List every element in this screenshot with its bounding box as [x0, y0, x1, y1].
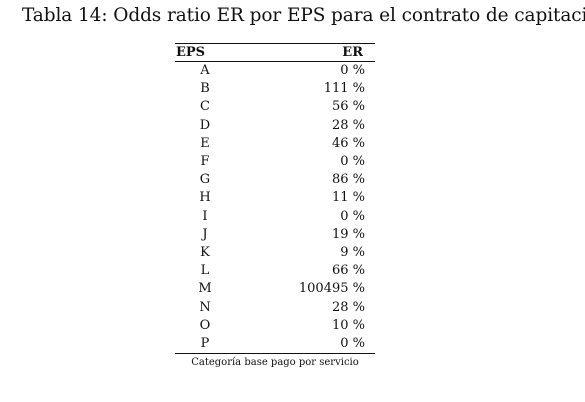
er-cell: 56 %	[331, 99, 365, 115]
eps-cell: L	[200, 263, 210, 279]
eps-cell: M	[198, 281, 212, 297]
table-body: A 0 % B 111 % C 56 % D 28 % E 46 % F 0 % G 86 % H 11 % I…	[175, 62, 375, 353]
er-cell: 10 %	[331, 317, 365, 333]
eps-cell: G	[199, 172, 211, 188]
er-cell: 0 %	[340, 208, 365, 224]
er-cell: 66 %	[331, 263, 365, 279]
table-row: G 86 %	[175, 171, 375, 189]
eps-cell: C	[200, 99, 210, 115]
table-row: O 10 %	[175, 317, 375, 335]
table-row: A 0 %	[175, 62, 375, 80]
table-row: K 9 %	[175, 244, 375, 262]
er-cell: 19 %	[331, 226, 365, 242]
eps-cell: K	[200, 245, 210, 261]
table-row: C 56 %	[175, 98, 375, 116]
er-cell: 111 %	[323, 81, 365, 97]
eps-cell: D	[199, 117, 211, 133]
eps-cell: F	[200, 154, 210, 169]
eps-cell: H	[199, 190, 211, 206]
table-row: J 19 %	[175, 226, 375, 244]
header-er: ER	[342, 45, 363, 61]
table-row: M 100495 %	[175, 280, 375, 298]
table-row: P 0 %	[175, 335, 375, 353]
er-cell: 86 %	[331, 172, 365, 188]
er-cell: 100495 %	[298, 281, 365, 297]
header-rule	[175, 61, 375, 62]
er-cell: 11 %	[331, 190, 365, 206]
top-rule	[175, 43, 375, 45]
er-cell: 46 %	[331, 135, 365, 151]
eps-cell: I	[202, 208, 208, 224]
table-header-row: EPS ER	[175, 44, 375, 61]
eps-cell: E	[200, 135, 210, 151]
er-cell: 0 %	[340, 62, 365, 78]
table-row: D 28 %	[175, 117, 375, 135]
table-caption: Tabla 14: Odds ratio ER por EPS para el …	[22, 5, 585, 26]
table-row: I 0 %	[175, 208, 375, 226]
table-row: B 111 %	[175, 80, 375, 98]
eps-cell: A	[200, 62, 210, 78]
table-row: E 46 %	[175, 135, 375, 153]
eps-cell: B	[200, 81, 210, 97]
er-cell: 28 %	[331, 299, 365, 315]
er-cell: 28 %	[331, 117, 365, 133]
er-cell: 9 %	[340, 245, 365, 261]
table-row: L 66 %	[175, 262, 375, 280]
table-row: N 28 %	[175, 299, 375, 317]
eps-cell: P	[200, 336, 210, 352]
eps-cell: N	[199, 299, 211, 315]
table-note: Categoría base pago por servicio	[191, 357, 359, 369]
eps-cell: J	[202, 226, 208, 242]
table-row: F 0 %	[175, 153, 375, 171]
header-eps: EPS	[176, 45, 206, 61]
bottom-rule	[175, 353, 375, 355]
odds-ratio-table: EPS ER A 0 % B 111 % C 56 % D 28 % E 46 % F 0 % G 86 …	[175, 43, 375, 368]
er-cell: 0 %	[340, 336, 365, 352]
er-cell: 0 %	[340, 154, 365, 169]
table-row: H 11 %	[175, 189, 375, 207]
eps-cell: O	[199, 317, 211, 333]
